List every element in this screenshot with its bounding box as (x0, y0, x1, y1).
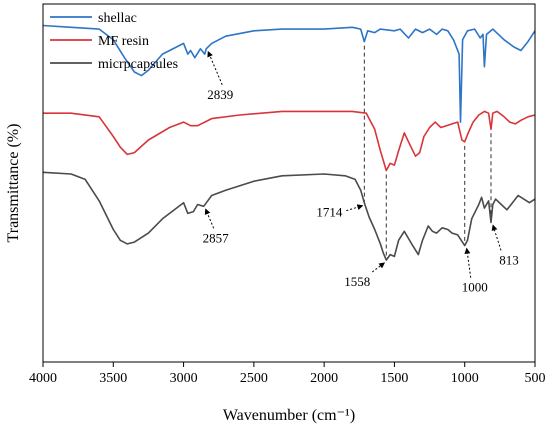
x-axis-ticks: 4000 3500 3000 2500 2000 1500 1000 500 (29, 362, 546, 386)
annotation-arrow (491, 224, 502, 251)
y-axis-label: Transmittance (%) (5, 124, 22, 243)
annotation-label: 2839 (207, 87, 233, 102)
reference-lines (363, 45, 492, 260)
x-tick-label: 2500 (240, 371, 268, 386)
annotations: 2839 2857 1714 1558 1000 813 (203, 50, 519, 295)
annotation-label: 813 (499, 252, 519, 267)
annotation-arrow (371, 262, 386, 273)
x-tick-label: 1500 (380, 371, 408, 386)
annotation-arrow (207, 50, 223, 85)
plot-frame (42, 3, 536, 363)
series-line-shellac (42, 24, 536, 123)
annotation-label: 2857 (203, 230, 230, 245)
x-tick-label: 3500 (99, 371, 127, 386)
series-line-micrpcapsules (42, 171, 536, 261)
annotation-arrow (464, 247, 472, 278)
annotation-arrow (204, 208, 215, 229)
x-tick-label: 1000 (451, 371, 479, 386)
annotation-arrow (346, 204, 364, 212)
annotation-label: 1714 (316, 205, 343, 220)
legend-label: micrpcapsules (98, 57, 178, 72)
annotation-label: 1558 (344, 274, 370, 289)
x-tick-label: 500 (525, 371, 546, 386)
legend: shellac MF resin micrpcapsules (50, 11, 178, 72)
annotation-label: 1000 (462, 280, 488, 295)
x-tick-label: 2000 (310, 371, 338, 386)
legend-label: shellac (98, 11, 137, 26)
legend-label: MF resin (98, 34, 149, 49)
x-tick-label: 3000 (170, 371, 198, 386)
x-axis-label: Wavenumber (cm⁻¹) (223, 407, 355, 424)
series-group (42, 24, 536, 261)
series-line-mf-resin (43, 110, 536, 172)
x-tick-label: 4000 (29, 371, 57, 386)
